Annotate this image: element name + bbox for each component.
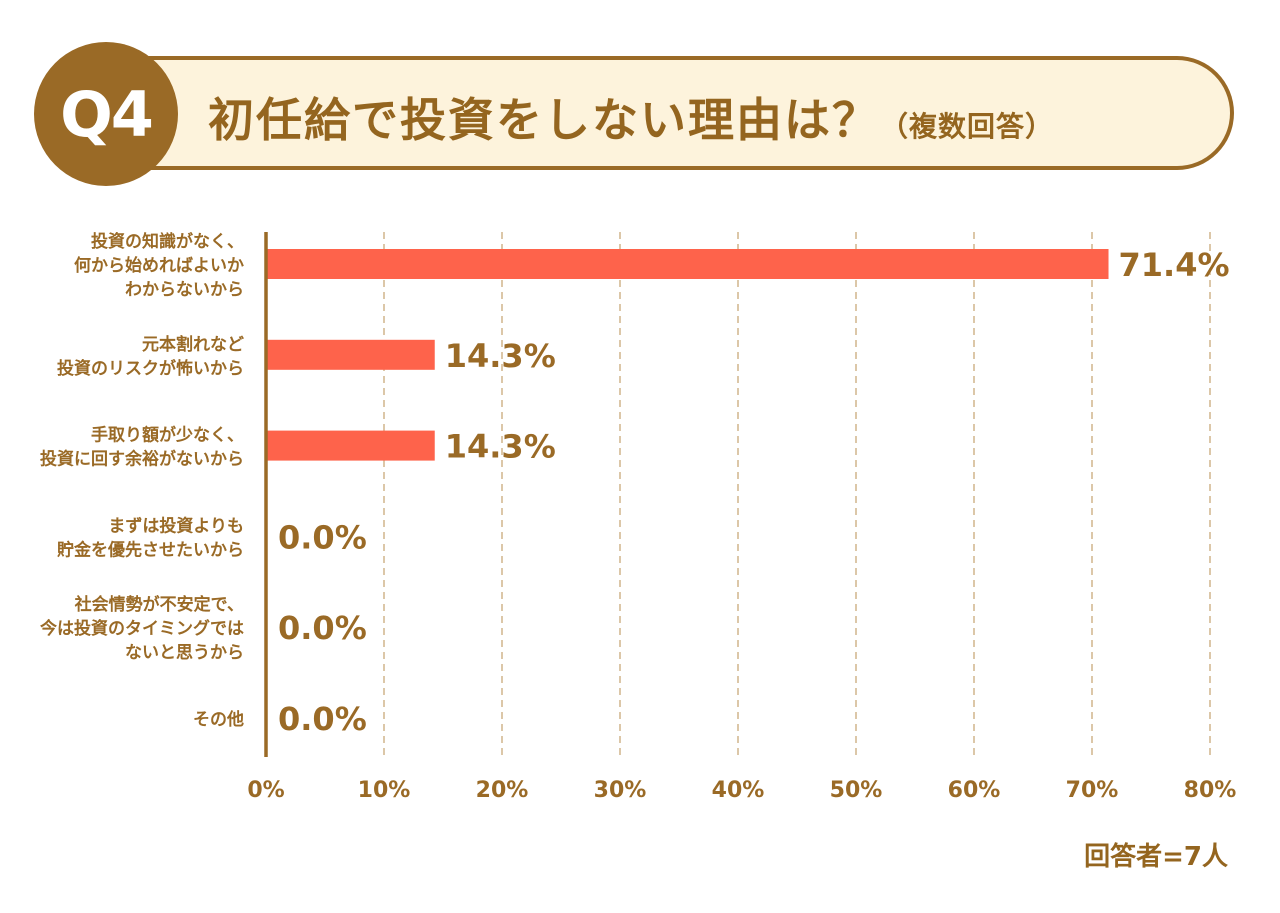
category-label: 何から始めればよいか <box>74 255 244 276</box>
chart-title: 初任給で投資をしない理由は？（複数回答） <box>208 84 1054 150</box>
x-tick-label: 60% <box>948 778 1001 803</box>
title-subtitle: （複数回答） <box>880 110 1055 143</box>
x-tick-label: 80% <box>1184 778 1237 803</box>
bar <box>266 339 435 370</box>
category-label: まずは投資よりも <box>108 515 244 536</box>
x-tick-label: 40% <box>712 778 765 803</box>
category-label: 貯金を優先させたいから <box>57 539 244 560</box>
category-label: 投資の知識がなく、 <box>91 231 244 252</box>
category-label: 社会情勢が不安定で、 <box>74 594 244 615</box>
data-label: 14.3% <box>445 337 556 375</box>
title-banner <box>100 56 1234 170</box>
category-label: その他 <box>193 709 244 730</box>
respondent-count: 回答者=7人 <box>1084 842 1228 872</box>
category-label: わからないから <box>125 280 244 300</box>
bar <box>266 249 1109 279</box>
x-tick-label: 20% <box>476 778 529 803</box>
category-label: 投資に回す余裕がないから <box>40 449 244 470</box>
data-label: 0.0% <box>278 518 367 556</box>
x-tick-label: 30% <box>594 778 647 803</box>
title-text: 初任給で投資をしない理由は？ <box>208 93 880 147</box>
x-tick-label: 50% <box>830 778 883 803</box>
x-tick-label: 10% <box>358 778 411 803</box>
x-tick-label: 70% <box>1066 778 1119 803</box>
category-label: 今は投資のタイミングでは <box>40 618 244 639</box>
category-label: ないと思うから <box>125 643 244 663</box>
question-badge: Q4 <box>34 42 178 186</box>
bar <box>266 430 435 461</box>
category-label: 元本割れなど <box>142 334 244 355</box>
data-label: 0.0% <box>278 609 367 647</box>
data-label: 71.4% <box>1119 246 1230 284</box>
category-label: 手取り額が少なく、 <box>91 425 244 446</box>
category-label: 投資のリスクが怖いから <box>57 358 244 379</box>
data-label: 0.0% <box>278 700 367 738</box>
x-tick-label: 0% <box>247 778 284 803</box>
data-label: 14.3% <box>445 428 556 466</box>
